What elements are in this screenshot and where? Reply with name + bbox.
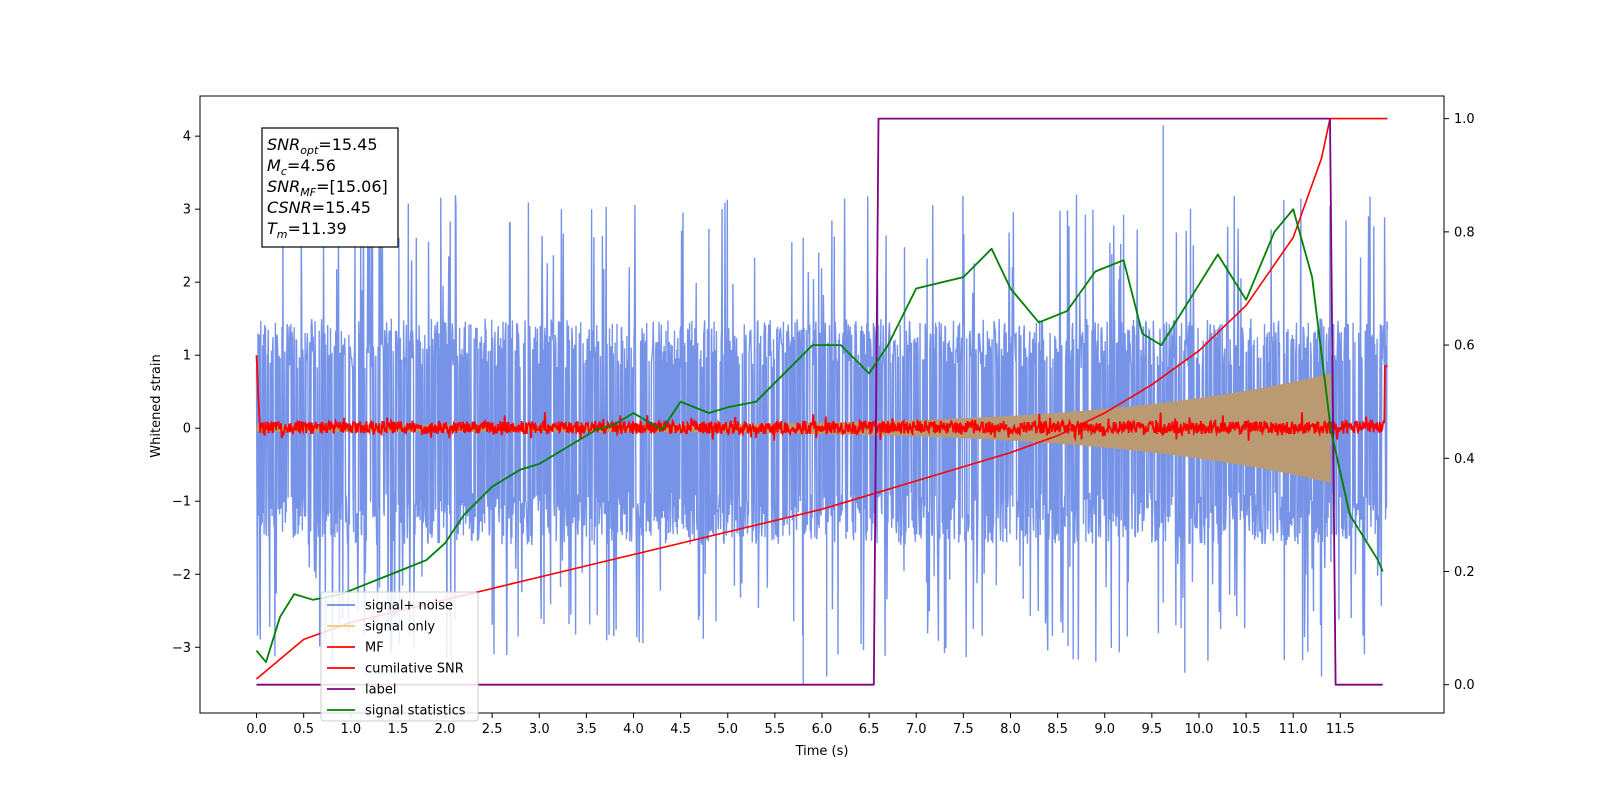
y-axis-label: Whitened strain — [149, 354, 164, 457]
x-tick-label: 4.0 — [623, 722, 644, 737]
x-tick-label: 10.5 — [1232, 722, 1261, 737]
y-left-tick-label: −1 — [172, 495, 191, 510]
annotation-line: SNRopt=15.45 — [267, 135, 378, 157]
x-tick-label: 10.0 — [1184, 722, 1213, 737]
legend-entry: cumilative SNR — [365, 662, 464, 677]
y-left-tick-label: 2 — [183, 276, 191, 291]
x-tick-label: 4.5 — [670, 722, 691, 737]
legend-entry: signal only — [365, 620, 435, 635]
x-tick-label: 0.0 — [246, 722, 267, 737]
y-left-tick-label: 1 — [183, 349, 191, 364]
annotation-box: SNRopt=15.45Mc=4.56SNRMF=[15.06]CSNR=15.… — [261, 127, 399, 248]
x-tick-label: 9.5 — [1142, 722, 1163, 737]
annotation-line: Mc=4.56 — [267, 156, 336, 178]
legend: signal+ noise signal only MF cumilative SNR… — [320, 591, 479, 722]
annotation-frame — [261, 127, 399, 248]
legend-entry: signal statistics — [365, 704, 466, 719]
x-tick-label: 8.5 — [1047, 722, 1068, 737]
series-mf — [255, 355, 1388, 442]
x-tick-label: 3.0 — [529, 722, 550, 737]
x-axis-label: Time (s) — [795, 744, 849, 759]
x-tick-label: 3.5 — [576, 722, 597, 737]
y-right-tick-label: 0.2 — [1454, 565, 1475, 580]
y-right-tick-label: 1.0 — [1454, 112, 1475, 127]
legend-frame — [320, 591, 479, 722]
x-tick-label: 5.5 — [765, 722, 786, 737]
x-tick-label: 2.5 — [482, 722, 503, 737]
y-right-tick-label: 0.8 — [1454, 225, 1475, 240]
y-right-tick-label: 0.4 — [1454, 452, 1475, 467]
x-tick-label: 0.5 — [293, 722, 314, 737]
y-right-tick-label: 0.0 — [1454, 678, 1475, 693]
y-axis-right: 0.0 0.2 0.4 0.6 0.8 1.0 — [1444, 112, 1475, 693]
x-tick-label: 6.0 — [812, 722, 833, 737]
x-tick-label: 1.5 — [388, 722, 409, 737]
x-tick-label: 11.0 — [1279, 722, 1308, 737]
annotation-line: SNRMF=[15.06] — [267, 177, 388, 199]
x-tick-label: 7.5 — [953, 722, 974, 737]
y-left-tick-label: 4 — [183, 130, 191, 145]
legend-entry: signal+ noise — [365, 599, 453, 614]
y-right-tick-label: 0.6 — [1454, 339, 1475, 354]
series-signal-noise — [255, 125, 1389, 684]
series-signal-statistics — [255, 208, 1384, 663]
x-tick-label: 5.0 — [717, 722, 738, 737]
x-tick-label: 11.5 — [1326, 722, 1355, 737]
legend-entry: MF — [365, 641, 384, 656]
legend-entry: label — [365, 683, 396, 698]
annotation-line: CSNR=15.45 — [267, 198, 371, 217]
y-axis-left: −3 −2 −1 0 1 2 3 4 — [172, 130, 200, 656]
y-left-tick-label: −3 — [172, 641, 191, 656]
y-left-tick-label: −2 — [172, 568, 191, 583]
x-tick-label: 9.0 — [1094, 722, 1115, 737]
x-tick-label: 8.0 — [1000, 722, 1021, 737]
x-axis: 0.0 0.5 1.0 1.5 2.0 2.5 3.0 3.5 4.0 4.5 5.0 5.5 6.0 6… — [246, 713, 1355, 737]
y-left-tick-label: 3 — [183, 203, 191, 218]
x-tick-label: 2.0 — [435, 722, 456, 737]
y-left-tick-label: 0 — [183, 422, 191, 437]
series-label — [256, 117, 1383, 686]
x-tick-label: 7.0 — [906, 722, 927, 737]
annotation-line: Tm=11.39 — [267, 219, 347, 241]
x-tick-label: 1.0 — [340, 722, 361, 737]
x-tick-label: 6.5 — [859, 722, 880, 737]
